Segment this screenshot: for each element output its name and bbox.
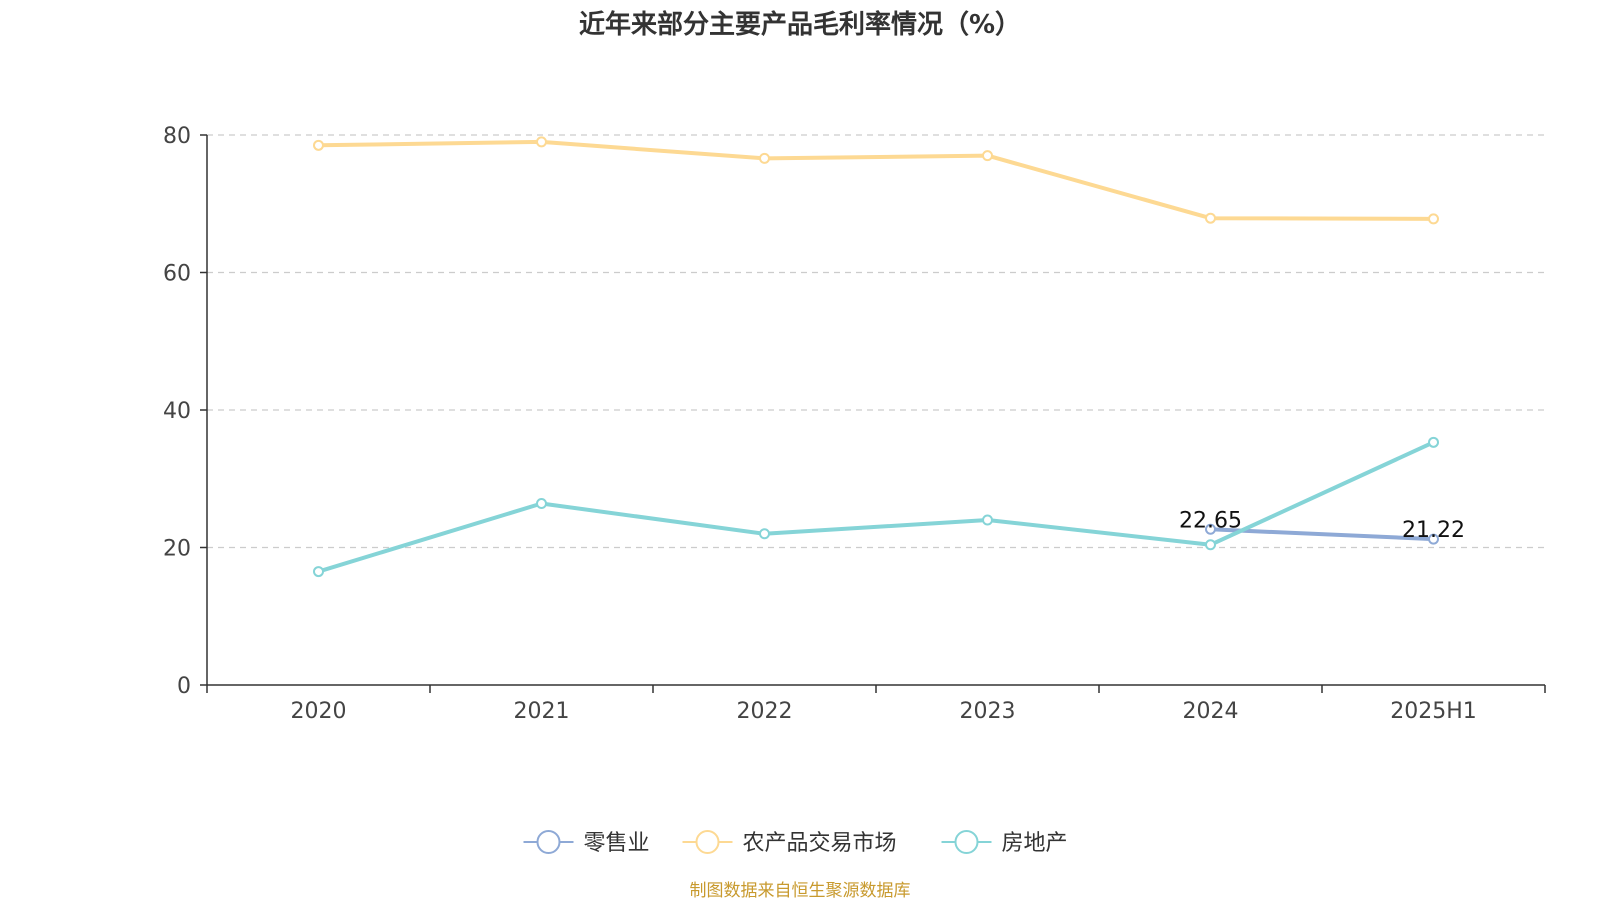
data-point[interactable] [759,152,770,164]
series-line-1 [316,139,1436,221]
y-tick-label: 0 [177,674,191,699]
legend-label: 零售业 [584,831,650,856]
x-tick-label: 2020 [291,699,347,724]
grid-lines [207,134,1545,549]
data-label: 22.65 [1179,508,1242,533]
data-point[interactable] [313,566,324,578]
series-lines [313,136,1439,578]
legend-marker [954,830,979,854]
data-point[interactable] [1205,523,1216,535]
x-tick-label: 2021 [514,699,570,724]
data-label: 21.22 [1402,518,1465,543]
data-point[interactable] [536,498,547,509]
data-point[interactable] [982,514,993,526]
legend-label: 房地产 [1002,831,1068,856]
y-tick-label: 80 [163,124,191,149]
x-tick-label: 2022 [737,699,793,724]
source-note: 制图数据来自恒生聚源数据库 [690,881,911,900]
data-point[interactable] [759,528,770,540]
axes: 0 20 40 60 80 2020 2021 2022 2023 2024 2025H1 [163,124,1546,724]
chart-title: 近年来部分主要产品毛利率情况（%） [579,9,1021,40]
data-point[interactable] [982,150,993,162]
y-tick-label: 20 [163,537,191,562]
legend-label: 农产品交易市场 [743,831,897,856]
data-point[interactable] [313,139,324,151]
y-tick-label: 60 [163,262,191,287]
x-tick-label: 2025H1 [1390,699,1477,724]
data-point[interactable] [536,136,547,148]
x-tick-label: 2024 [1183,699,1239,724]
legend-item-2[interactable]: 房地产 [941,830,1068,856]
legend-marker [536,830,561,854]
data-point[interactable] [1428,533,1439,545]
data-labels: 22.65 21.22 [1179,508,1465,543]
data-point[interactable] [1205,539,1216,551]
data-point[interactable] [1428,436,1439,448]
legend-item-1[interactable]: 农产品交易市场 [682,830,897,856]
series-line-2 [316,440,1436,574]
x-tick-label: 2023 [960,699,1016,724]
data-point[interactable] [1205,212,1216,224]
y-tick-label: 40 [163,399,191,424]
legend-marker [695,830,720,854]
legend-item-0[interactable]: 零售业 [523,830,650,856]
legend[interactable]: 零售业 农产品交易市场 房地产 [523,830,1068,856]
data-point[interactable] [1428,213,1439,225]
series-line-0 [1208,527,1436,542]
